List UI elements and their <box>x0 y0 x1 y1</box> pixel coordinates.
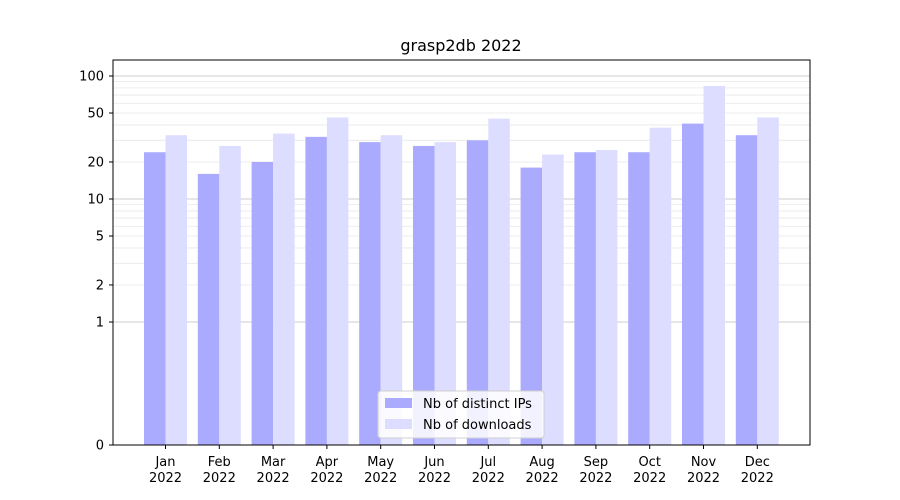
bar <box>735 135 758 446</box>
legend: Nb of distinct IPs Nb of downloads <box>377 390 545 439</box>
y-tick-label: 2 <box>96 278 104 293</box>
bar <box>682 123 704 446</box>
x-tick-label: Jan 2022 <box>149 455 182 486</box>
y-tick-label: 50 <box>87 107 104 122</box>
bar <box>434 142 456 445</box>
y-tick-label: 20 <box>87 155 104 170</box>
bar <box>542 154 564 445</box>
x-tick-label: May 2022 <box>364 455 397 486</box>
bar <box>197 173 220 445</box>
bar <box>165 135 187 446</box>
y-tick-label: 0 <box>96 439 104 454</box>
legend-label: Nb of distinct IPs <box>423 397 532 412</box>
y-tick-label: 10 <box>87 192 104 207</box>
bar <box>488 118 510 445</box>
x-tick-label: Oct 2022 <box>633 455 666 486</box>
bar <box>595 150 618 445</box>
bars <box>144 85 779 446</box>
bar <box>466 140 489 446</box>
x-tick-label: Nov 2022 <box>687 455 720 486</box>
bar <box>757 117 779 445</box>
bar <box>326 117 349 445</box>
legend-box <box>377 390 545 439</box>
x-tick-label: Mar 2022 <box>257 455 290 486</box>
bar <box>380 135 403 446</box>
bar <box>574 152 596 445</box>
axes: 0 1 2 5 10 20 50 100 Jan 2022 Feb 2022 Mar 2022 Apr 202… <box>79 69 774 486</box>
x-tick-label: Sep 2022 <box>579 455 612 486</box>
y-tick-label: 100 <box>79 69 104 84</box>
bar <box>520 167 543 445</box>
bar <box>703 85 725 446</box>
x-tick-label: Aug 2022 <box>526 455 559 486</box>
bar <box>649 127 672 445</box>
y-tick-label: 5 <box>96 230 104 245</box>
x-tick-label: Feb 2022 <box>203 455 236 486</box>
x-tick-label: Jul 2022 <box>472 455 505 486</box>
x-tick-label: Jun 2022 <box>418 455 451 486</box>
x-tick-label: Dec 2022 <box>741 455 774 486</box>
bar <box>305 136 327 445</box>
bar <box>413 145 435 445</box>
bar <box>628 152 650 445</box>
bar <box>144 152 166 445</box>
legend-swatch <box>385 398 412 408</box>
bar <box>219 145 241 445</box>
legend-swatch <box>385 419 412 429</box>
bar <box>273 133 295 446</box>
y-tick-label: 1 <box>96 315 104 330</box>
bar <box>251 161 274 446</box>
plot-frame <box>112 59 811 446</box>
x-tick-label: Apr 2022 <box>310 455 343 486</box>
legend-label: Nb of downloads <box>423 418 532 433</box>
chart-title: grasp2db 2022 <box>400 36 521 55</box>
bar <box>359 142 381 445</box>
